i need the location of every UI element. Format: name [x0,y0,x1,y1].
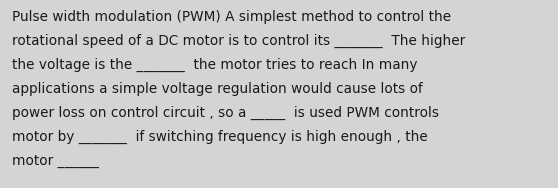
Text: motor by _______  if switching frequency is high enough , the: motor by _______ if switching frequency … [12,130,428,144]
Text: Pulse width modulation (PWM) A simplest method to control the: Pulse width modulation (PWM) A simplest … [12,10,451,24]
Text: power loss on control circuit , so a _____  is used PWM controls: power loss on control circuit , so a ___… [12,106,439,120]
Text: motor ______: motor ______ [12,154,99,168]
Text: applications a simple voltage regulation would cause lots of: applications a simple voltage regulation… [12,82,423,96]
Text: the voltage is the _______  the motor tries to reach In many: the voltage is the _______ the motor tri… [12,58,417,72]
Text: rotational speed of a DC motor is to control its _______  The higher: rotational speed of a DC motor is to con… [12,34,465,48]
